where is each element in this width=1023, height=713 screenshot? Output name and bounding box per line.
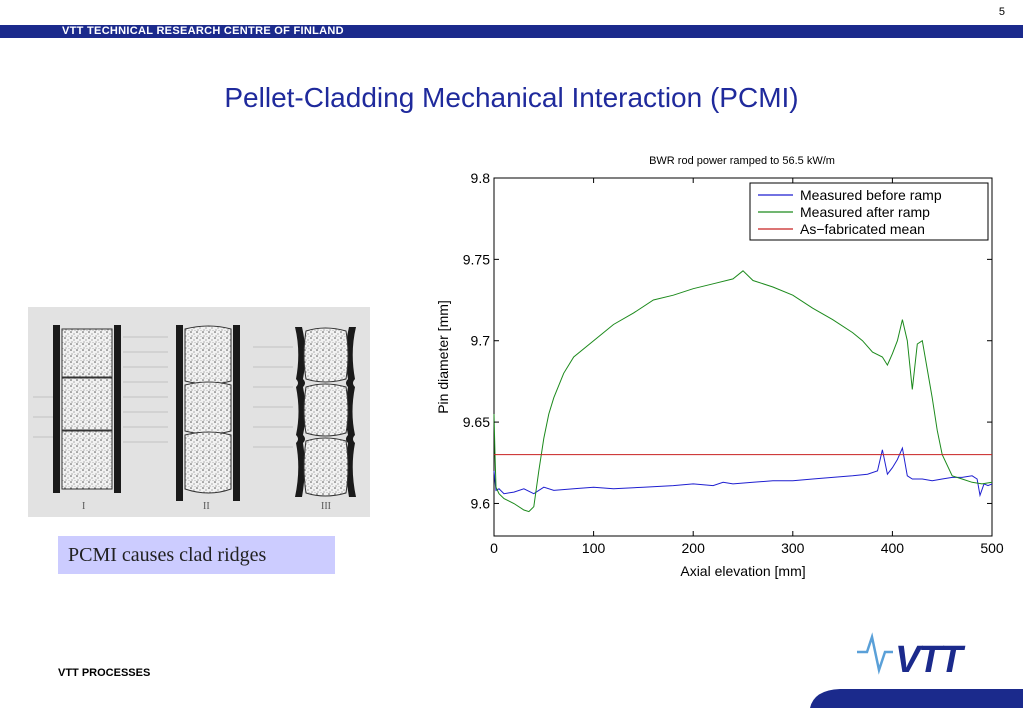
stage-label-1: I [82,501,86,512]
x-tick-label: 400 [881,540,905,556]
chart-svg: BWR rod power ramped to 56.5 kW/m 0 100 20… [435,155,1004,579]
x-axis-label: Axial elevation [mm] [680,563,805,579]
x-tick-label: 500 [980,540,1004,556]
series-layer [493,270,993,513]
legend-label-1: Measured before ramp [800,187,942,203]
stage-label-2: II [203,501,210,512]
y-tick-label: 9.6 [471,495,491,511]
y-tick-label: 9.75 [463,251,490,267]
caption-box: PCMI causes clad ridges [58,536,335,574]
x-tick-label: 300 [781,540,805,556]
y-tick-label: 9.8 [471,170,491,186]
slide-title: Pellet-Cladding Mechanical Interaction (… [224,82,799,113]
header-bar: VTT TECHNICAL RESEARCH CENTRE OF FINLAND [0,25,1023,38]
x-tick-label: 0 [490,540,498,556]
series-line-1 [493,446,993,498]
x-tick-label: 200 [682,540,706,556]
corner-wave-decoration [800,680,1023,713]
y-axis-ticks: 9.6 9.65 9.7 9.75 9.8 [463,170,992,511]
legend-label-3: As−fabricated mean [800,221,925,237]
svg-text:VTT: VTT [895,639,966,678]
y-tick-label: 9.65 [463,414,490,430]
chart-title: BWR rod power ramped to 56.5 kW/m [649,155,835,167]
pcmi-photo: I II III [28,307,370,517]
pcmi-chart: BWR rod power ramped to 56.5 kW/m 0 100 20… [410,148,1015,593]
vtt-logo: VTT [855,632,980,683]
legend-label-2: Measured after ramp [800,204,930,220]
caption-text: PCMI causes clad ridges [68,544,267,566]
series-line-2 [493,270,993,513]
pcmi-photo-drawing [28,307,370,517]
footer-label: VTT PROCESSES [58,667,151,679]
vtt-logo-mark: VTT [857,632,968,681]
x-tick-label: 100 [582,540,606,556]
y-axis-label: Pin diameter [mm] [435,300,451,414]
y-tick-label: 9.7 [471,333,491,349]
header-org-name: VTT TECHNICAL RESEARCH CENTRE OF FINLAND [62,25,344,37]
page-number: 5 [998,6,1005,18]
x-axis-ticks: 0 100 200 300 400 500 [490,178,1004,556]
stage-label-3: III [321,501,331,512]
